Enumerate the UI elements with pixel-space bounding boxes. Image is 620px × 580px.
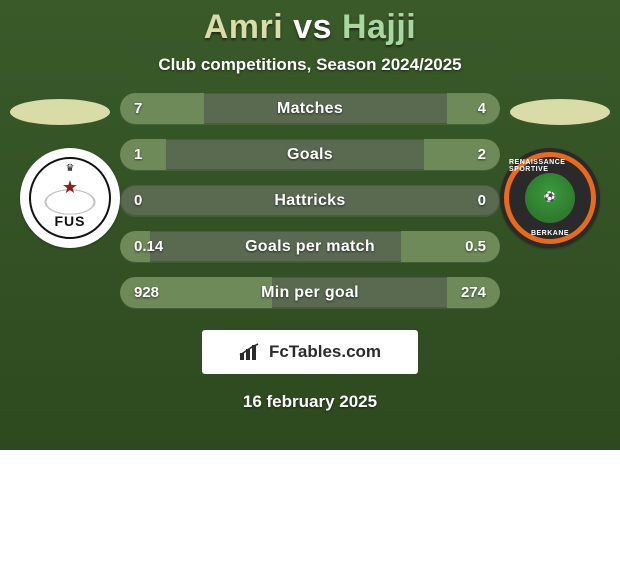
stat-label: Goals (120, 139, 500, 170)
crest-left-inner: ♛ ★ FUS (29, 157, 111, 239)
crown-icon: ♛ (66, 163, 75, 174)
stat-row: 928274Min per goal (120, 277, 500, 308)
comparison-card: Amri vs Hajji Club competitions, Season … (0, 0, 620, 450)
crest-right-ring: RENAISSANCE SPORTIVE ⚽ BERKANE (504, 152, 596, 244)
page-title: Amri vs Hajji (0, 0, 620, 47)
brand-badge[interactable]: FcTables.com (202, 330, 418, 374)
crest-left-outer: ♛ ★ FUS (20, 148, 120, 248)
crest-right-ring-top: RENAISSANCE SPORTIVE (509, 159, 591, 173)
crest-right-core: ⚽ (525, 173, 576, 224)
stat-row: 74Matches (120, 93, 500, 124)
stat-label: Hattricks (120, 185, 500, 216)
crest-right-outer: RENAISSANCE SPORTIVE ⚽ BERKANE (500, 148, 600, 248)
generated-date: 16 february 2025 (0, 392, 620, 412)
team-crest-left: ♛ ★ FUS (20, 148, 120, 248)
team-crest-right: RENAISSANCE SPORTIVE ⚽ BERKANE (500, 148, 600, 248)
stat-row: 0.140.5Goals per match (120, 231, 500, 262)
bar-chart-icon (239, 343, 263, 361)
title-right: Hajji (342, 8, 416, 46)
crest-left-short: FUS (55, 213, 86, 229)
title-vs: vs (283, 8, 342, 46)
stat-row: 00Hattricks (120, 185, 500, 216)
stat-row: 12Goals (120, 139, 500, 170)
comparison-body: ♛ ★ FUS RENAISSANCE SPORTIVE ⚽ BERKANE 7… (0, 93, 620, 412)
stat-label: Goals per match (120, 231, 500, 262)
ball-icon: ⚽ (544, 192, 556, 203)
title-left: Amri (204, 8, 283, 46)
crest-right-ring-bottom: BERKANE (531, 230, 569, 237)
ellipse-shadow-left (10, 99, 110, 125)
ellipse-shadow-right (510, 99, 610, 125)
stat-label: Matches (120, 93, 500, 124)
stat-rows: 74Matches 12Goals 00Hattricks 0.140.5Goals … (120, 93, 500, 308)
stat-label: Min per goal (120, 277, 500, 308)
brand-text: FcTables.com (269, 342, 381, 362)
subtitle: Club competitions, Season 2024/2025 (0, 55, 620, 75)
